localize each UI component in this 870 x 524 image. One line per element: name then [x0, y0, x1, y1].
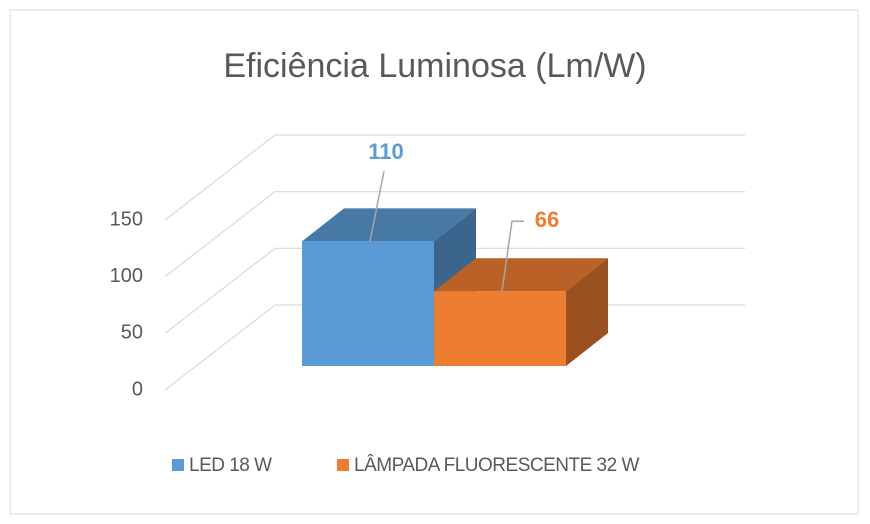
- grid-line: [164, 191, 745, 278]
- y-tick-label: 100: [110, 265, 143, 287]
- bar-top-shade: [434, 258, 608, 292]
- grid-line: [164, 134, 745, 221]
- bar-side: [566, 258, 608, 366]
- bar-top: [302, 208, 476, 242]
- legend-label: LED 18 W: [189, 455, 272, 476]
- y-tick-label: 150: [110, 208, 143, 230]
- legend-label: LÂMPADA FLUORESCENTE 32 W: [354, 454, 639, 476]
- chart-title: Eficiência Luminosa (Lm/W): [223, 47, 646, 85]
- y-tick-label: 0: [132, 378, 143, 400]
- y-tick-label: 50: [121, 322, 143, 344]
- legend-swatch: [172, 459, 184, 471]
- bar-top-shade: [302, 208, 476, 242]
- leader-line: [369, 171, 385, 242]
- leader-line: [501, 220, 524, 292]
- data-label: 110: [368, 139, 404, 164]
- legend-swatch: [337, 459, 349, 471]
- grid-line: [164, 247, 745, 334]
- data-label: 66: [535, 207, 559, 232]
- bar: [302, 241, 434, 366]
- bar-top: [434, 258, 608, 292]
- bar: [434, 291, 566, 366]
- bar-side-shade: [566, 258, 608, 366]
